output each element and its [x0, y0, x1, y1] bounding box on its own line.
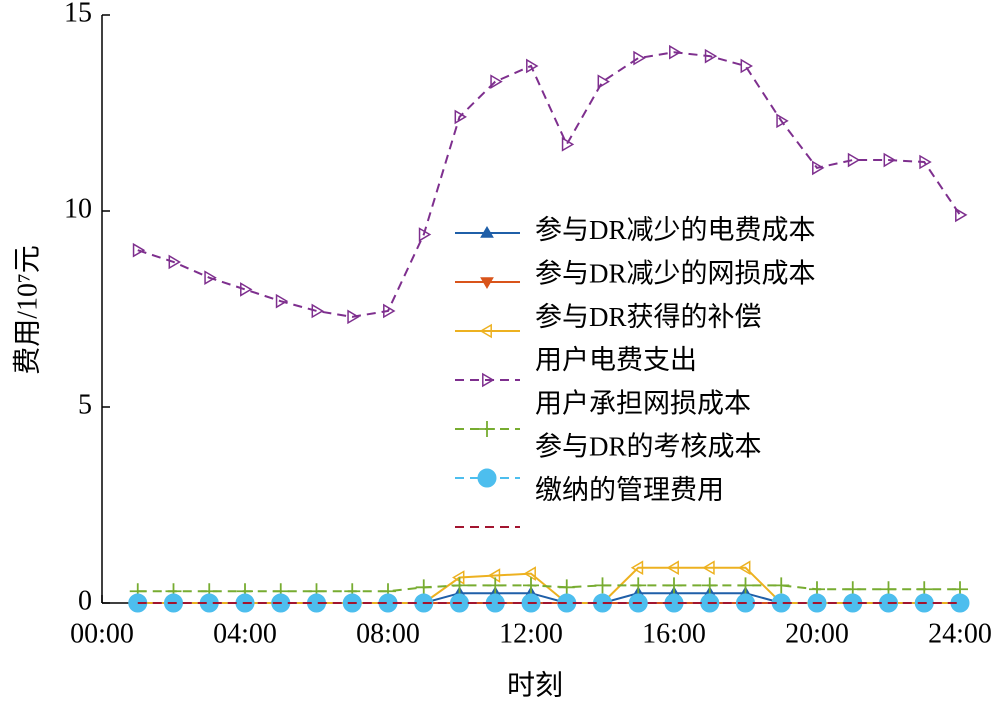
data-point [702, 560, 715, 576]
data-point [204, 270, 217, 285]
legend-label: 参与DR减少的网损成本 [535, 259, 816, 289]
y-tick-label: 10 [64, 193, 92, 224]
legend-label: 参与DR的考核成本 [535, 432, 762, 462]
data-point [594, 577, 611, 594]
data-point [919, 154, 932, 170]
x-tick-label: 00:00 [70, 618, 134, 649]
data-point [666, 560, 679, 576]
data-point [701, 577, 718, 594]
data-point [383, 303, 396, 319]
x-tick-label: 16:00 [642, 618, 706, 649]
data-point [847, 152, 861, 168]
y-tick-label: 5 [78, 389, 92, 420]
data-point [630, 577, 647, 594]
x-tick-label: 24:00 [928, 618, 992, 649]
y-axis-label: 费用/10⁷元 [11, 245, 43, 375]
legend-marker [480, 226, 494, 238]
legend-marker [479, 421, 495, 437]
legend-label: 缴纳的管理费用 [535, 475, 724, 505]
legend-marker [480, 277, 494, 289]
legend-label: 参与DR获得的补偿 [535, 302, 762, 332]
data-point [597, 74, 610, 89]
series [128, 593, 970, 613]
series-line [137, 51, 961, 318]
series [130, 586, 967, 608]
data-point [561, 137, 575, 152]
data-point [523, 566, 536, 581]
data-point [773, 577, 790, 594]
data-point [451, 577, 468, 594]
data-point [487, 577, 504, 594]
data-point [737, 577, 754, 594]
data-point [454, 109, 467, 125]
data-point [558, 579, 575, 596]
data-point [418, 227, 432, 242]
data-point [347, 309, 360, 325]
data-point [523, 577, 539, 594]
x-tick-label: 20:00 [785, 618, 849, 649]
data-point [738, 560, 751, 576]
series [129, 577, 968, 600]
data-point [415, 579, 432, 596]
data-point [666, 577, 682, 594]
x-axis-label: 时刻 [507, 669, 563, 701]
data-point [311, 303, 324, 319]
data-point [633, 50, 646, 66]
y-tick-label: 0 [78, 585, 92, 616]
data-point [526, 58, 539, 74]
data-point [168, 254, 181, 270]
y-tick-label: 15 [64, 0, 92, 28]
data-point [490, 74, 503, 89]
data-point [240, 282, 253, 297]
legend-label: 用户电费支出 [535, 345, 697, 375]
data-point [669, 44, 682, 60]
legend-marker [482, 372, 495, 388]
series [132, 44, 968, 325]
data-point [812, 160, 825, 176]
data-point [776, 113, 789, 129]
data-point [630, 560, 644, 576]
series-line [137, 592, 960, 604]
data-point [275, 293, 289, 309]
x-tick-label: 08:00 [356, 618, 420, 649]
x-tick-label: 12:00 [499, 618, 563, 649]
data-point [883, 152, 896, 168]
data-point [704, 48, 718, 64]
legend-label: 用户承担网损成本 [535, 388, 751, 418]
legend-marker [477, 468, 497, 488]
data-point [740, 58, 753, 74]
data-point [132, 242, 146, 258]
legend-marker [479, 323, 492, 339]
x-tick-label: 04:00 [213, 618, 277, 649]
legend-label: 参与DR减少的电费成本 [535, 215, 816, 245]
data-point [955, 207, 968, 223]
